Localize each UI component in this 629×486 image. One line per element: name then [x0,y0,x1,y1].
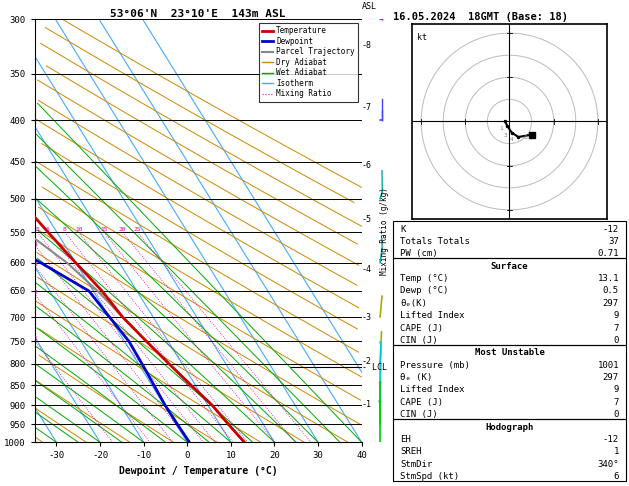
Text: -8: -8 [362,41,372,50]
Text: 20: 20 [119,227,126,232]
Text: 297: 297 [603,299,619,308]
Text: 4: 4 [34,242,38,246]
Text: CIN (J): CIN (J) [400,410,438,419]
Text: 1: 1 [33,336,36,341]
Text: km
ASL: km ASL [362,0,377,11]
Legend: Temperature, Dewpoint, Parcel Trajectory, Dry Adiabat, Wet Adiabat, Isotherm, Mi: Temperature, Dewpoint, Parcel Trajectory… [259,23,358,102]
Text: 8: 8 [63,227,67,232]
Text: -5: -5 [362,215,372,224]
Text: 3: 3 [34,262,38,267]
Text: 16.05.2024  18GMT (Base: 18): 16.05.2024 18GMT (Base: 18) [393,12,568,22]
Text: 25: 25 [134,227,141,232]
Text: 340°: 340° [598,460,619,469]
Text: 0: 0 [613,336,619,345]
Text: Lifted Index: Lifted Index [400,311,465,320]
Text: StmDir: StmDir [400,460,432,469]
Text: EH: EH [400,435,411,444]
Text: -12: -12 [603,225,619,233]
Text: 9: 9 [613,311,619,320]
Text: 13.1: 13.1 [598,274,619,283]
Text: CIN (J): CIN (J) [400,336,438,345]
Text: 2: 2 [34,291,38,295]
Text: 0.71: 0.71 [598,249,619,258]
Text: 9: 9 [613,385,619,395]
Text: 6: 6 [46,227,50,232]
Text: Most Unstable: Most Unstable [474,348,545,357]
Text: CAPE (J): CAPE (J) [400,324,443,332]
Text: -12: -12 [603,435,619,444]
Text: SREH: SREH [400,448,421,456]
Text: 7: 7 [613,398,619,407]
Text: -6: -6 [362,161,372,170]
Text: Temp (°C): Temp (°C) [400,274,448,283]
Text: 6: 6 [613,472,619,481]
Text: 0.5: 0.5 [603,286,619,295]
Bar [393,419,626,481]
Text: 37: 37 [608,237,619,246]
Text: θₑ (K): θₑ (K) [400,373,432,382]
Text: 15: 15 [100,227,108,232]
Text: 1: 1 [499,126,503,131]
Text: -4: -4 [362,265,372,274]
Text: PW (cm): PW (cm) [400,249,438,258]
Text: 1001: 1001 [598,361,619,370]
Text: Mixing Ratio (g/kg): Mixing Ratio (g/kg) [381,187,389,275]
Text: Surface: Surface [491,261,528,271]
Text: -3: -3 [362,312,372,322]
Bar [393,221,626,258]
Text: Hodograph: Hodograph [486,423,533,432]
Text: 10: 10 [75,227,82,232]
Text: 7: 7 [613,324,619,332]
Text: K: K [400,225,406,233]
Bar [393,345,626,419]
Text: 4: 4 [510,138,514,142]
Text: CAPE (J): CAPE (J) [400,398,443,407]
X-axis label: Dewpoint / Temperature (°C): Dewpoint / Temperature (°C) [119,466,277,476]
Text: Totals Totals: Totals Totals [400,237,470,246]
Text: - LCL: - LCL [362,363,387,372]
Text: 297: 297 [603,373,619,382]
Text: StmSpd (kt): StmSpd (kt) [400,472,459,481]
Text: -7: -7 [362,104,372,112]
Text: θₑ(K): θₑ(K) [400,299,427,308]
Text: 1: 1 [613,448,619,456]
Bar [393,258,626,345]
Text: kt: kt [416,33,426,42]
Text: 5: 5 [35,227,39,232]
Text: 6: 6 [523,135,527,140]
Text: -2: -2 [362,357,372,366]
Text: Lifted Index: Lifted Index [400,385,465,395]
Text: Pressure (mb): Pressure (mb) [400,361,470,370]
Title: 53°06'N  23°10'E  143m ASL: 53°06'N 23°10'E 143m ASL [110,9,286,18]
Text: 0: 0 [613,410,619,419]
Text: -1: -1 [362,400,372,409]
Text: 3: 3 [504,133,507,138]
Text: Dewp (°C): Dewp (°C) [400,286,448,295]
